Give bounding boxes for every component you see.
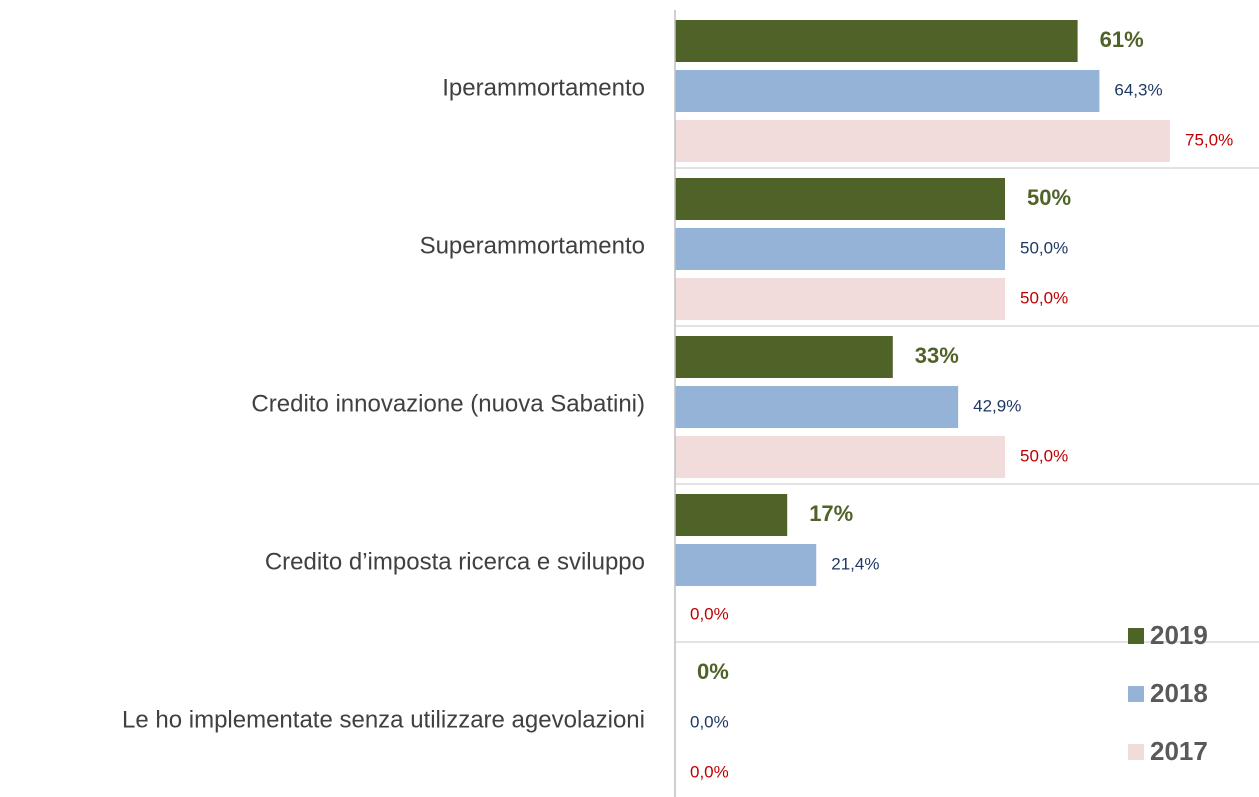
category-label: Le ho implementate senza utilizzare agev… [122, 706, 645, 733]
legend-swatch [1128, 628, 1144, 644]
legend-swatch [1128, 744, 1144, 760]
value-label: 0,0% [690, 712, 729, 731]
bar [675, 336, 893, 378]
bar [675, 386, 959, 428]
value-label: 0% [697, 659, 729, 684]
legend-swatch [1128, 686, 1144, 702]
category-label: Superammortamento [420, 232, 645, 259]
bar [675, 120, 1170, 162]
value-label: 75,0% [1185, 130, 1233, 149]
value-label: 61% [1100, 27, 1144, 52]
value-label: 17% [809, 501, 853, 526]
value-label: 50% [1027, 185, 1071, 210]
value-label: 21,4% [831, 554, 879, 573]
legend-label: 2019 [1150, 620, 1208, 650]
bar [675, 178, 1005, 220]
category-label: Credito d’imposta ricerca e sviluppo [265, 548, 645, 575]
bar [675, 20, 1078, 62]
bar [675, 436, 1005, 478]
legend-label: 2017 [1150, 736, 1208, 766]
bar [675, 228, 1005, 270]
category-label: Iperammortamento [442, 74, 645, 101]
bar [675, 544, 817, 586]
legend-label: 2018 [1150, 678, 1208, 708]
category-label: Credito innovazione (nuova Sabatini) [251, 390, 645, 417]
value-label: 33% [915, 343, 959, 368]
value-label: 64,3% [1114, 80, 1162, 99]
bar [675, 494, 788, 536]
value-label: 50,0% [1020, 446, 1068, 465]
bar [675, 70, 1100, 112]
value-label: 42,9% [973, 396, 1021, 415]
bar [675, 278, 1005, 320]
value-label: 50,0% [1020, 288, 1068, 307]
value-label: 0,0% [690, 762, 729, 781]
value-label: 50,0% [1020, 238, 1068, 257]
value-label: 0,0% [690, 604, 729, 623]
